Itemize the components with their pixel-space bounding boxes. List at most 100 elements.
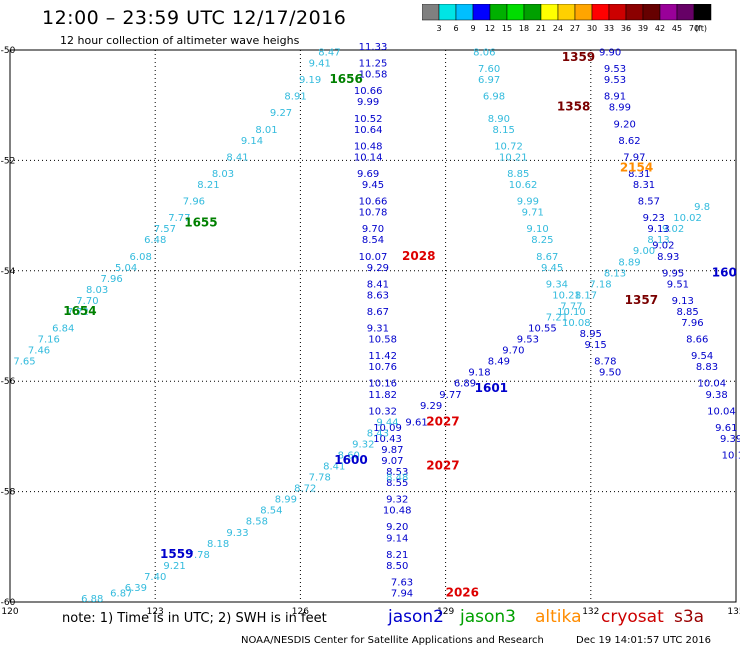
wave-height-value: 8.15: [493, 125, 515, 136]
pass-time-label: 1655: [184, 216, 217, 230]
wave-height-value: 8.54: [260, 506, 282, 517]
wave-height-value: 8.60: [338, 450, 360, 461]
wave-height-value: 8.91: [284, 92, 306, 103]
wave-height-value: 5.04: [115, 263, 137, 274]
wave-height-value: 10.48: [354, 141, 383, 152]
wave-height-value: 7.46: [28, 346, 50, 357]
wave-height-value: 10.08: [562, 318, 591, 329]
wave-height-value: 8.03: [212, 169, 234, 180]
wave-height-value: 7.77: [560, 301, 582, 312]
x-tick-label: 129: [437, 607, 454, 617]
y-tick-label: -52: [1, 156, 16, 166]
wave-height-value: 8.41: [367, 279, 389, 290]
pass-time-label: 1654: [63, 304, 96, 318]
scale-unit-label: (ft): [695, 24, 707, 33]
wave-height-value: 6.89: [454, 379, 476, 390]
pass-time-label: 1359: [562, 50, 595, 64]
wave-height-value: 10.04: [697, 379, 726, 390]
wave-height-value: 10.66: [354, 86, 383, 97]
pass-time-label: 2028: [402, 249, 435, 263]
wave-height-value: 6.88: [81, 594, 103, 605]
scale-tick-label: 70: [689, 24, 699, 33]
wave-height-value: 6.87: [110, 588, 132, 599]
wave-height-value: 8.13: [647, 235, 669, 246]
wave-height-value: 8.06: [473, 48, 495, 59]
wave-height-value: 11.82: [368, 390, 397, 401]
wave-height-value: 8.43: [367, 428, 389, 439]
wave-height-color-scale: 3 6 9 12 15 18 21 24 27 30 33 36 39 42 45 70(ft): [422, 4, 712, 33]
wave-height-value: 7.40: [144, 572, 166, 583]
pass-time-label: 160: [712, 265, 737, 279]
legend-altika: altika: [535, 607, 582, 627]
wave-height-value: 9.20: [386, 522, 408, 533]
pass-time-label: 1357: [625, 293, 658, 307]
legend-jason2: jason2: [388, 607, 444, 627]
wave-height-value: 6.98: [483, 92, 505, 103]
wave-height-value: 8.99: [609, 103, 631, 114]
wave-height-value: 7.16: [38, 335, 60, 346]
wave-height-value: 10.02: [673, 213, 702, 224]
wave-height-value: 8.93: [657, 252, 679, 263]
wave-height-value: 8.01: [255, 125, 277, 136]
wave-height-value: 8.90: [488, 114, 510, 125]
scale-tick-label: 45: [672, 24, 682, 33]
wave-height-value: 9.27: [270, 108, 292, 119]
wave-height-value: 9.07: [381, 456, 403, 467]
wave-height-value: 10.09: [373, 423, 402, 434]
longitude-ticks: 120 123 126 129 132 135: [1, 607, 740, 617]
scale-tick-label: 33: [604, 24, 614, 33]
wave-height-value: 11.42: [368, 351, 397, 362]
scale-tick-label: 3: [436, 24, 441, 33]
wave-height-value: 9.77: [439, 390, 461, 401]
wave-height-value: 7.21: [546, 312, 568, 323]
pass-time-label: 2027: [426, 414, 459, 428]
wave-height-value: 8.95: [580, 329, 602, 340]
wave-height-value: 8.66: [686, 335, 708, 346]
map-frame: [9, 49, 737, 603]
y-tick-label: -56: [1, 377, 16, 387]
wave-height-value: 7.96: [101, 274, 123, 285]
y-tick-label: -58: [1, 488, 16, 498]
credit-line: NOAA/NESDIS Center for Satellite Applica…: [241, 635, 544, 646]
legend-cryosat: cryosat: [601, 607, 664, 627]
generation-timestamp: Dec 19 14:01:57 UTC 2016: [576, 635, 711, 646]
wave-height-value: 9.45: [541, 263, 563, 274]
x-tick-label: 120: [1, 607, 18, 617]
wave-height-value: 8.67: [536, 252, 558, 263]
wave-height-value: 10.76: [368, 362, 397, 373]
pass-time-label: 1358: [557, 100, 590, 114]
pass-time-labels: 1654 1655 1656 2028 2027 2027 2026 1600 1601 1559…: [63, 50, 737, 599]
y-tick-label: -54: [1, 267, 16, 277]
wave-height-values: 7.657.467.166.847.727.708.037.965.046.08…: [13, 42, 740, 605]
wave-height-value: 10.52: [354, 114, 383, 125]
wave-height-value: 9.34: [546, 279, 568, 290]
wave-height-value: 9.10: [526, 224, 548, 235]
wave-height-value: 8.78: [594, 357, 616, 368]
wave-height-value: 10.78: [359, 208, 388, 219]
wave-height-value: 9.61: [715, 423, 737, 434]
wave-height-value: 8.58: [246, 517, 268, 528]
wave-height-value: 11.25: [359, 59, 388, 70]
wave-height-value: 7.72: [67, 307, 89, 318]
wave-height-value: 10.58: [359, 70, 388, 81]
wave-height-value: 8.31: [628, 169, 650, 180]
wave-height-value: 9.32: [352, 439, 374, 450]
x-tick-label: 126: [292, 607, 309, 617]
wave-height-value: 9.32: [386, 495, 408, 506]
wave-height-value: 7.65: [13, 357, 35, 368]
wave-height-value: 9.95: [662, 268, 684, 279]
wave-height-value: 9.8: [694, 202, 710, 213]
wave-height-value: 9.99: [517, 197, 539, 208]
wave-height-value: 10.14: [354, 152, 383, 163]
pass-time-label: 2154: [620, 160, 653, 174]
wave-height-value: 10.10: [722, 450, 740, 461]
wave-height-value: 8.55: [386, 478, 408, 489]
wave-height-value: 9.19: [299, 75, 321, 86]
pass-time-label: 1559: [160, 547, 193, 561]
scale-tick-label: 9: [470, 24, 475, 33]
wave-height-value: 9.45: [362, 180, 384, 191]
wave-height-value: 9.00: [633, 246, 655, 257]
scale-swatch: [693, 4, 712, 21]
wave-height-value: 9.41: [309, 59, 331, 70]
pass-time-label: 2027: [426, 459, 459, 473]
